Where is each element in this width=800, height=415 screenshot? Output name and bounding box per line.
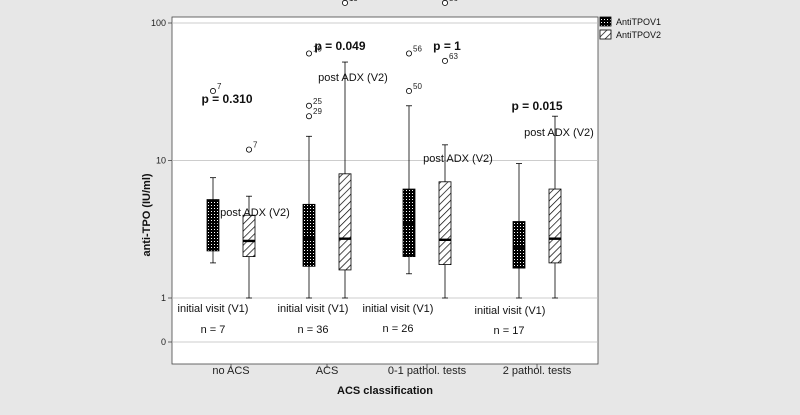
annotations: p = 0.310 p = 0.049 p = 1 p = 0.015 initial …: [178, 39, 594, 337]
outlier-point: [405, 50, 412, 57]
outlier-label: 19: [349, 0, 358, 3]
outlier-label: 7: [217, 82, 222, 91]
box-iqr: [438, 181, 452, 265]
median-line: [243, 239, 255, 243]
n-label: n = 36: [298, 324, 329, 336]
outlier-label: 56: [413, 45, 422, 54]
n-label: n = 7: [201, 324, 226, 336]
box-AntiTPOV1-3: [512, 163, 526, 299]
outlier-label: 29: [313, 107, 322, 116]
outlier-point: [442, 0, 448, 6]
box-AntiTPOV2-0: 7: [242, 141, 258, 299]
p-value: p = 0.049: [314, 39, 365, 53]
box-AntiTPOV1-0: 7: [206, 82, 222, 264]
gridlines: [171, 16, 599, 365]
outlier-point: [342, 0, 348, 6]
n-label: n = 17: [494, 325, 525, 337]
p-value: p = 1: [433, 39, 461, 53]
box-iqr: [242, 214, 256, 258]
median-line: [339, 237, 351, 240]
box-iqr: [302, 203, 316, 267]
post-adx-label: post ADX (V2): [220, 207, 290, 219]
x-axis-title: ACS classification: [337, 385, 433, 397]
legend-label-v2: AntiTPOV2: [616, 30, 661, 40]
plot-area: [172, 17, 598, 364]
p-value: p = 0.015: [511, 99, 562, 113]
legend-swatch-v2: [599, 29, 612, 40]
legend-swatch-v1: [599, 16, 612, 27]
initial-visit-label: initial visit (V1): [278, 303, 349, 315]
outlier-point: [305, 50, 312, 57]
box-AntiTPOV2-2: 56 63: [438, 0, 458, 299]
outlier-label: 7: [253, 141, 258, 150]
outlier-point: [441, 57, 448, 64]
y-tick-label: 10: [156, 156, 166, 166]
box-AntiTPOV2-3: [548, 115, 562, 299]
outlier-point: [305, 113, 312, 120]
box-iqr: [338, 173, 352, 271]
y-tick-label: 0: [161, 337, 166, 347]
median-line: [549, 237, 561, 240]
post-adx-label: post ADX (V2): [524, 127, 594, 139]
initial-visit-label: initial visit (V1): [363, 303, 434, 315]
outlier-label: 56: [449, 0, 458, 3]
median-line: [439, 238, 451, 242]
box-AntiTPOV1-2: 56 50: [402, 45, 422, 275]
box-iqr: [548, 188, 562, 264]
box-AntiTPOV2-1: 19: [338, 0, 358, 299]
x-tick-label: no ACS: [212, 365, 249, 377]
median-line: [303, 237, 315, 240]
x-tick-label: 2 pathol. tests: [503, 365, 572, 377]
x-tick-label: ACS: [316, 365, 339, 377]
plot-frame: [171, 16, 599, 365]
p-value: p = 0.310: [201, 92, 252, 106]
outlier-label: 50: [413, 82, 422, 91]
box-iqr: [512, 221, 526, 269]
initial-visit-label: initial visit (V1): [178, 303, 249, 315]
outlier-label: 63: [449, 52, 458, 61]
y-tick-label: 100: [151, 18, 166, 28]
median-line: [403, 221, 415, 225]
initial-visit-label: initial visit (V1): [475, 305, 546, 317]
outlier-point: [245, 146, 252, 153]
x-tick-label: 0-1 pathol. tests: [388, 365, 467, 377]
y-axis-title: anti-TPO (IU/ml): [141, 173, 153, 256]
median-line: [513, 247, 525, 250]
legend-label-v1: AntiTPOV1: [616, 17, 661, 27]
outlier-label: 19: [313, 45, 322, 54]
post-adx-label: post ADX (V2): [318, 72, 388, 84]
n-label: n = 26: [383, 323, 414, 335]
outlier-label: 25: [313, 97, 322, 106]
outlier-point: [209, 88, 216, 95]
outlier-point: [405, 88, 412, 95]
legend: AntiTPOV1 AntiTPOV2: [599, 16, 661, 40]
outlier-point: [305, 102, 312, 109]
median-line: [207, 223, 219, 227]
y-tick-label: 1: [161, 293, 166, 303]
post-adx-label: post ADX (V2): [423, 153, 493, 165]
